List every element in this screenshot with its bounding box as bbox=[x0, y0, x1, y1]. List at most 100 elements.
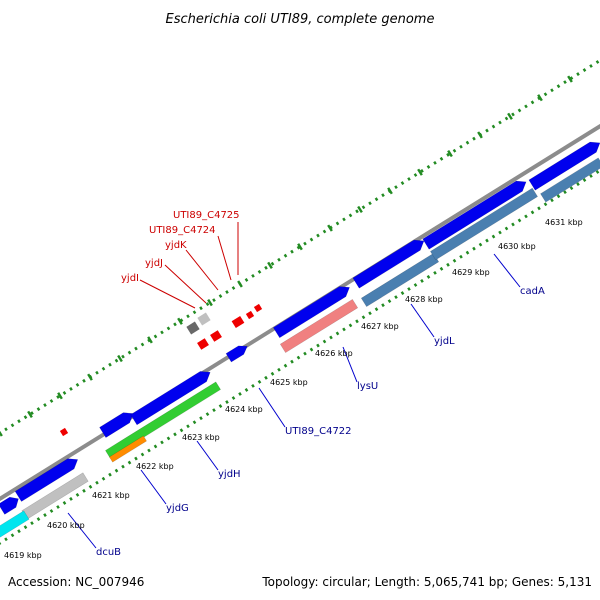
tick-mark bbox=[192, 420, 197, 425]
tick-mark-major bbox=[507, 112, 513, 120]
tick-mark bbox=[511, 222, 515, 227]
tick-mark bbox=[212, 408, 216, 413]
gene-feature bbox=[352, 239, 425, 289]
small-gene bbox=[210, 330, 222, 342]
tick-mark bbox=[17, 529, 21, 534]
small-gene bbox=[59, 427, 69, 437]
tick-mark-major bbox=[477, 131, 483, 139]
tick-mark bbox=[316, 233, 320, 238]
tick-mark bbox=[381, 303, 385, 308]
tick-mark bbox=[413, 173, 418, 177]
tick-mark bbox=[140, 342, 145, 347]
tick-mark bbox=[452, 148, 457, 153]
tick-mark bbox=[576, 72, 580, 76]
tick-mark bbox=[381, 193, 385, 198]
tick-mark bbox=[36, 517, 41, 522]
tick-mark bbox=[374, 197, 379, 202]
tick-mark bbox=[296, 245, 301, 250]
tick-mark bbox=[82, 488, 86, 493]
tick-mark bbox=[446, 262, 450, 267]
tick-mark bbox=[205, 412, 210, 417]
tick-mark bbox=[322, 339, 327, 344]
tick-mark bbox=[361, 315, 366, 320]
tick-mark bbox=[582, 178, 587, 182]
tick-mark bbox=[556, 194, 561, 199]
tick-mark bbox=[69, 497, 73, 501]
gene-feature bbox=[225, 345, 248, 363]
gene-feature bbox=[130, 371, 211, 426]
tick-mark bbox=[199, 306, 203, 311]
tick-mark bbox=[387, 299, 392, 304]
tick-mark bbox=[335, 331, 340, 336]
gene-label: yjdL bbox=[434, 336, 455, 347]
leader-line bbox=[493, 253, 521, 288]
small-gene bbox=[245, 310, 255, 320]
gene-feature bbox=[0, 496, 19, 515]
tick-mark bbox=[264, 375, 268, 380]
tick-mark bbox=[160, 440, 164, 445]
tick-mark bbox=[563, 190, 567, 195]
gene-label: yjdI bbox=[121, 273, 139, 284]
tick-mark bbox=[420, 169, 424, 173]
tick-mark bbox=[225, 290, 229, 294]
gene-feature bbox=[272, 286, 350, 339]
tick-mark bbox=[277, 367, 281, 372]
tick-mark bbox=[134, 346, 138, 351]
tick-mark bbox=[472, 246, 476, 251]
gene-label: dcuB bbox=[96, 547, 121, 558]
gene-label: lysU bbox=[357, 381, 378, 392]
gene-label: yjdK bbox=[165, 240, 187, 251]
tick-mark bbox=[218, 404, 223, 408]
tick-mark bbox=[95, 370, 99, 375]
tick-mark bbox=[465, 140, 470, 145]
gene-feature bbox=[0, 510, 30, 538]
tick-mark bbox=[491, 234, 496, 239]
tick-mark-major bbox=[537, 94, 543, 102]
small-gene bbox=[197, 312, 211, 326]
tick-mark bbox=[543, 92, 548, 97]
gene-feature bbox=[422, 180, 527, 250]
tick-mark bbox=[75, 382, 80, 387]
tick-mark bbox=[511, 112, 515, 117]
tick-mark bbox=[303, 351, 307, 356]
small-gene bbox=[253, 303, 263, 313]
tick-mark bbox=[576, 182, 580, 186]
tick-mark bbox=[244, 388, 249, 392]
tick-mark bbox=[43, 513, 47, 517]
ruler-tick-label: 4630 kbp bbox=[498, 242, 536, 251]
tick-mark-major bbox=[387, 187, 393, 195]
tick-mark bbox=[530, 210, 535, 215]
ruler-tick-label: 4620 kbp bbox=[47, 521, 85, 530]
tick-mark bbox=[264, 265, 268, 270]
leader-line bbox=[410, 303, 435, 338]
tick-mark bbox=[420, 279, 424, 283]
tick-mark bbox=[270, 261, 275, 266]
tick-mark bbox=[153, 334, 158, 339]
tick-mark bbox=[231, 286, 236, 290]
tick-mark bbox=[134, 456, 138, 461]
tick-mark bbox=[303, 241, 307, 246]
tick-mark bbox=[569, 76, 574, 81]
small-gene bbox=[186, 321, 200, 335]
tick-mark bbox=[212, 298, 216, 303]
tick-mark bbox=[257, 269, 262, 274]
tick-mark bbox=[556, 84, 561, 89]
tick-mark bbox=[218, 294, 223, 298]
gene-feature bbox=[109, 435, 147, 463]
ruler-tick-label: 4627 kbp bbox=[361, 322, 399, 331]
gene-feature bbox=[105, 381, 221, 459]
tick-mark bbox=[30, 411, 34, 416]
tick-mark bbox=[530, 100, 535, 105]
tick-mark bbox=[82, 378, 86, 383]
tick-mark bbox=[342, 217, 346, 222]
tick-mark bbox=[108, 362, 112, 367]
tick-mark bbox=[543, 202, 548, 207]
tick-mark bbox=[550, 88, 554, 93]
tick-mark bbox=[582, 68, 587, 72]
label-leader-lines bbox=[67, 222, 521, 549]
tick-mark bbox=[309, 237, 314, 242]
tick-mark bbox=[36, 407, 41, 412]
leader-line bbox=[67, 512, 97, 549]
gene-label: yjdH bbox=[218, 469, 241, 480]
tick-mark bbox=[75, 492, 80, 497]
